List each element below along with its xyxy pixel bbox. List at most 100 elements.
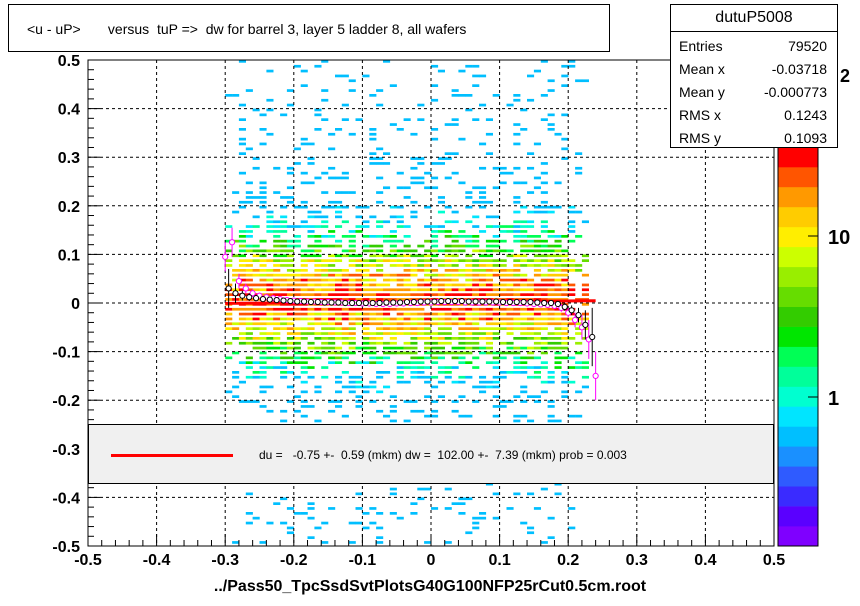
heatmap-cell	[280, 230, 288, 233]
heatmap-cell	[581, 375, 589, 379]
heatmap-cell	[581, 283, 589, 287]
heatmap-cell	[444, 220, 452, 224]
heatmap-cell	[286, 259, 294, 262]
heatmap-cell	[561, 235, 569, 238]
heatmap-cell	[335, 210, 343, 214]
heatmap-cell	[540, 118, 548, 121]
heatmap-cell	[266, 293, 274, 296]
heatmap-cell	[389, 215, 397, 219]
heatmap-cell	[527, 327, 535, 330]
heatmap-cell	[335, 317, 343, 321]
heatmap-cell	[245, 317, 253, 321]
heatmap-cell	[307, 322, 315, 326]
heatmap-cell	[479, 103, 487, 107]
heatmap-cell	[520, 235, 528, 238]
heatmap-cell	[561, 390, 569, 394]
heatmap-cell	[554, 317, 562, 321]
heatmap-cell	[485, 278, 493, 282]
heatmap-cell	[245, 322, 253, 326]
heatmap-cell	[321, 191, 329, 194]
heatmap-cell	[245, 249, 253, 253]
heatmap-cell	[458, 317, 466, 321]
heatmap-cell	[383, 385, 391, 389]
heatmap-cell	[533, 186, 541, 190]
heatmap-cell	[492, 492, 500, 496]
heatmap-cell	[307, 356, 315, 360]
heatmap-cell	[238, 312, 246, 316]
heatmap-cell	[369, 128, 377, 131]
heatmap-cell	[280, 307, 288, 311]
profile-points	[222, 227, 599, 401]
heatmap-cell	[259, 269, 267, 272]
heatmap-cell	[335, 215, 343, 219]
heatmap-cell	[341, 298, 349, 301]
heatmap-cell	[485, 317, 493, 321]
heatmap-cell	[376, 283, 384, 287]
heatmap-cell	[444, 337, 452, 340]
profile-black-point	[582, 321, 589, 328]
heatmap-cell	[383, 351, 391, 355]
heatmap-cell	[383, 322, 391, 326]
heatmap-cell	[266, 220, 274, 224]
heatmap-cell	[575, 390, 583, 394]
heatmap-cell	[444, 254, 452, 258]
heatmap-cell	[314, 269, 322, 272]
heatmap-cell	[568, 283, 576, 287]
heatmap-cell	[300, 259, 308, 262]
heatmap-cell	[575, 327, 583, 330]
heatmap-cell	[341, 220, 349, 224]
heatmap-cell	[458, 181, 466, 185]
heatmap-cell	[273, 502, 281, 505]
x-tick-label: 0.3	[626, 552, 648, 569]
heatmap-cell	[273, 356, 281, 360]
heatmap-cell	[513, 312, 521, 316]
heatmap-cell	[280, 264, 288, 267]
heatmap-cell	[568, 366, 576, 369]
heatmap-cell	[273, 249, 281, 253]
heatmap-cell	[431, 278, 439, 282]
heatmap-cell	[266, 385, 274, 389]
stats-title: dutuP5008	[671, 5, 837, 32]
heatmap-cell	[527, 307, 535, 311]
y-tick-label: -0.1	[52, 345, 80, 362]
heatmap-cell	[472, 307, 480, 311]
heatmap-cell	[465, 497, 473, 501]
heatmap-cell	[472, 312, 480, 316]
heatmap-cell	[554, 235, 562, 238]
heatmap-cell	[355, 215, 363, 219]
heatmap-cell	[389, 273, 397, 277]
heatmap-cell	[417, 366, 425, 369]
heatmap-cell	[335, 244, 343, 248]
heatmap-cell	[266, 225, 274, 228]
heatmap-cell	[389, 512, 397, 515]
heatmap-cell	[540, 298, 548, 301]
heatmap-cell	[513, 307, 521, 311]
heatmap-cell	[293, 235, 301, 238]
heatmap-cell	[444, 541, 452, 544]
heatmap-cell	[383, 186, 391, 190]
heatmap-cell	[547, 312, 555, 316]
heatmap-cell	[410, 200, 418, 204]
heatmap-cell	[307, 278, 315, 282]
heatmap-cell	[472, 293, 480, 296]
heatmap-cell	[431, 259, 439, 262]
heatmap-cell	[458, 312, 466, 316]
heatmap-cell	[273, 225, 281, 228]
heatmap-cell	[479, 249, 487, 253]
heatmap-cell	[485, 307, 493, 311]
heatmap-cell	[293, 346, 301, 350]
heatmap-cell	[376, 259, 384, 262]
heatmap-cell	[335, 400, 343, 403]
heatmap-cell	[451, 123, 459, 126]
heatmap-cell	[348, 239, 356, 243]
heatmap-cell	[561, 380, 569, 384]
heatmap-cell	[437, 249, 445, 253]
heatmap-cell	[300, 390, 308, 394]
heatmap-cell	[465, 337, 473, 340]
heatmap-cell	[321, 220, 329, 224]
heatmap-cell	[403, 235, 411, 238]
heatmap-cell	[499, 249, 507, 253]
heatmap-cell	[238, 103, 246, 107]
heatmap-cell	[259, 337, 267, 340]
heatmap-cell	[259, 366, 267, 369]
